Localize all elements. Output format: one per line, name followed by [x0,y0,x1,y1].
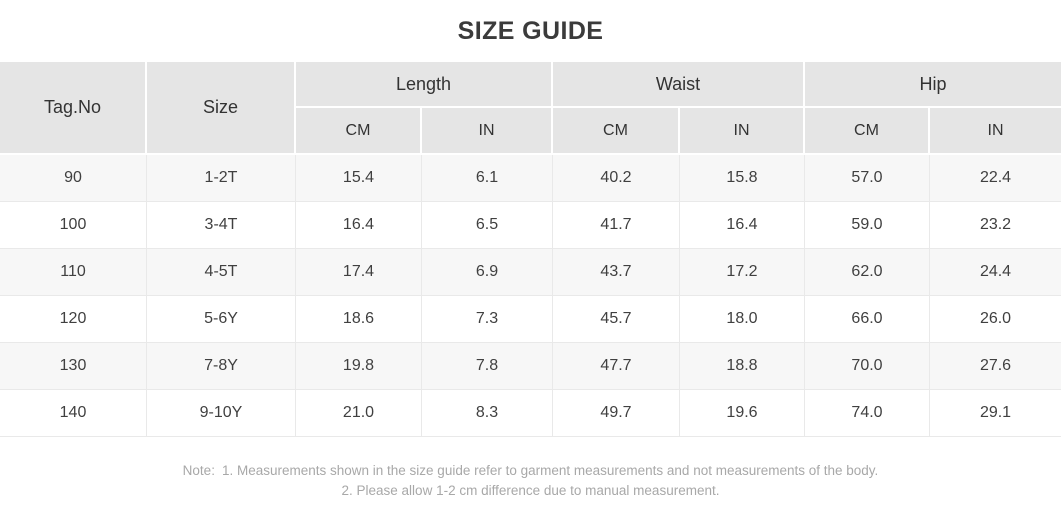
cell-length-cm: 18.6 [296,296,422,343]
header-length-cm: CM [296,108,422,155]
header-tag-no: Tag.No [0,62,147,155]
header-size: Size [147,62,296,155]
cell-waist-in: 18.0 [680,296,805,343]
cell-waist-cm: 43.7 [553,249,680,296]
cell-tag-no: 120 [0,296,147,343]
cell-size: 4-5T [147,249,296,296]
cell-waist-cm: 45.7 [553,296,680,343]
cell-length-cm: 15.4 [296,155,422,202]
cell-length-in: 6.5 [422,202,553,249]
cell-tag-no: 110 [0,249,147,296]
table-row: 110 4-5T 17.4 6.9 43.7 17.2 62.0 24.4 [0,249,1061,296]
cell-waist-cm: 49.7 [553,390,680,437]
cell-hip-in: 26.0 [930,296,1061,343]
table-row: 140 9-10Y 21.0 8.3 49.7 19.6 74.0 29.1 [0,390,1061,437]
measurement-note: Note: 1. Measurements shown in the size g… [0,461,1061,501]
cell-tag-no: 100 [0,202,147,249]
header-hip-in: IN [930,108,1061,155]
size-guide-table: Tag.No Size Length Waist Hip CM IN CM IN… [0,62,1061,437]
cell-size: 7-8Y [147,343,296,390]
header-length-in: IN [422,108,553,155]
cell-length-cm: 21.0 [296,390,422,437]
cell-waist-in: 17.2 [680,249,805,296]
table-row: 90 1-2T 15.4 6.1 40.2 15.8 57.0 22.4 [0,155,1061,202]
cell-size: 5-6Y [147,296,296,343]
cell-hip-in: 22.4 [930,155,1061,202]
cell-size: 9-10Y [147,390,296,437]
header-waist-cm: CM [553,108,680,155]
cell-size: 3-4T [147,202,296,249]
cell-waist-cm: 40.2 [553,155,680,202]
cell-hip-in: 23.2 [930,202,1061,249]
header-length: Length [296,62,553,108]
cell-hip-cm: 59.0 [805,202,930,249]
cell-hip-cm: 70.0 [805,343,930,390]
cell-tag-no: 90 [0,155,147,202]
cell-length-in: 7.3 [422,296,553,343]
group-header-row: Tag.No Size Length Waist Hip [0,62,1061,155]
cell-waist-cm: 41.7 [553,202,680,249]
table-row: 130 7-8Y 19.8 7.8 47.7 18.8 70.0 27.6 [0,343,1061,390]
cell-length-cm: 16.4 [296,202,422,249]
cell-size: 1-2T [147,155,296,202]
note-line-2: 2. Please allow 1-2 cm difference due to… [341,483,720,498]
cell-hip-cm: 66.0 [805,296,930,343]
table-row: 100 3-4T 16.4 6.5 41.7 16.4 59.0 23.2 [0,202,1061,249]
cell-waist-in: 19.6 [680,390,805,437]
cell-waist-in: 18.8 [680,343,805,390]
cell-hip-in: 27.6 [930,343,1061,390]
cell-length-in: 6.9 [422,249,553,296]
cell-hip-in: 29.1 [930,390,1061,437]
cell-length-cm: 19.8 [296,343,422,390]
header-hip: Hip [805,62,1061,108]
table-row: 120 5-6Y 18.6 7.3 45.7 18.0 66.0 26.0 [0,296,1061,343]
cell-waist-cm: 47.7 [553,343,680,390]
cell-length-in: 8.3 [422,390,553,437]
cell-hip-cm: 74.0 [805,390,930,437]
cell-tag-no: 130 [0,343,147,390]
header-waist: Waist [553,62,805,108]
cell-hip-cm: 62.0 [805,249,930,296]
note-line-1: Note: 1. Measurements shown in the size g… [0,461,1061,481]
page-title: SIZE GUIDE [457,16,604,45]
header-waist-in: IN [680,108,805,155]
cell-waist-in: 15.8 [680,155,805,202]
header-hip-cm: CM [805,108,930,155]
note-text-1: 1. Measurements shown in the size guide … [221,463,879,478]
cell-tag-no: 140 [0,390,147,437]
cell-waist-in: 16.4 [680,202,805,249]
cell-length-cm: 17.4 [296,249,422,296]
cell-length-in: 7.8 [422,343,553,390]
cell-hip-cm: 57.0 [805,155,930,202]
cell-hip-in: 24.4 [930,249,1061,296]
cell-length-in: 6.1 [422,155,553,202]
note-label: Note: [182,463,215,478]
unit-header-row: CM IN CM IN CM IN [0,108,1061,155]
